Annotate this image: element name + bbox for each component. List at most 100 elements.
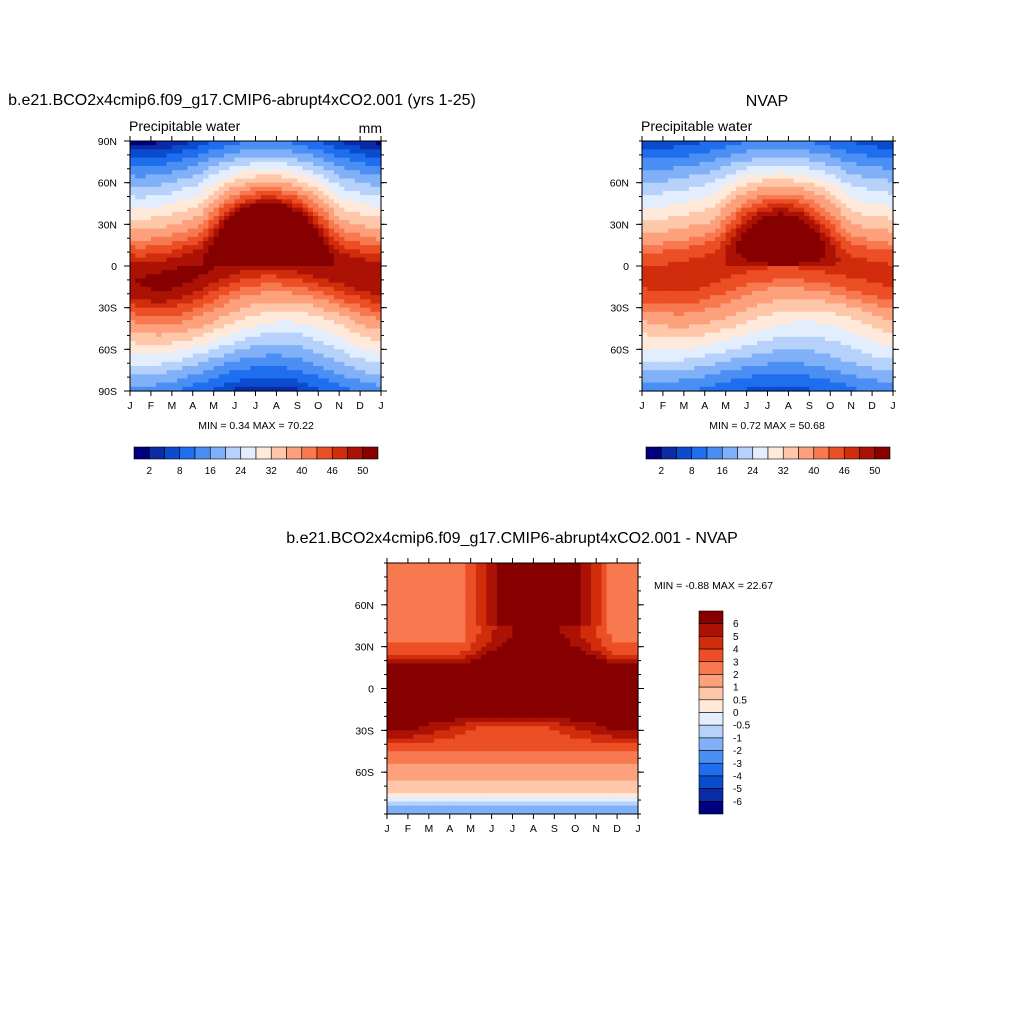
field-cell xyxy=(872,182,878,188)
field-cell xyxy=(302,332,309,338)
field-cell xyxy=(130,361,136,367)
field-cell xyxy=(375,303,382,309)
field-cell xyxy=(704,199,711,205)
field-cell xyxy=(140,203,147,209)
field-cell xyxy=(250,291,257,296)
field-cell xyxy=(709,161,716,167)
field-cell xyxy=(825,278,831,284)
field-cell xyxy=(192,336,199,342)
field-cell xyxy=(344,386,351,392)
field-cell xyxy=(835,274,842,280)
field-cell xyxy=(339,216,345,221)
field-cell xyxy=(281,299,288,305)
field-cell xyxy=(271,299,278,305)
field-cell xyxy=(683,141,690,146)
field-cell xyxy=(882,207,889,213)
field-cell xyxy=(683,303,690,309)
field-cell xyxy=(772,211,779,217)
x-tick-label: M xyxy=(167,400,176,412)
field-cell xyxy=(689,278,695,284)
field-cell xyxy=(699,195,706,200)
field-cell xyxy=(365,366,372,371)
field-cell xyxy=(757,245,763,250)
field-cell xyxy=(323,170,330,175)
field-cell xyxy=(751,299,758,305)
field-cell xyxy=(344,232,351,238)
colorbar-swatch xyxy=(301,446,318,460)
field-cell xyxy=(313,370,319,375)
field-cell xyxy=(145,228,152,234)
field-cell xyxy=(171,141,178,146)
field-cell xyxy=(354,224,361,230)
field-cell xyxy=(793,232,800,238)
field-cell xyxy=(135,199,142,205)
field-cell xyxy=(224,274,230,280)
field-cell xyxy=(203,266,210,271)
field-cell xyxy=(339,274,345,280)
field-cell xyxy=(286,245,293,250)
field-cell xyxy=(673,224,680,230)
field-cell xyxy=(798,166,805,171)
field-cell xyxy=(699,153,706,159)
field-cell xyxy=(830,145,837,150)
field-cell xyxy=(814,224,821,230)
field-cell xyxy=(224,345,230,350)
field-cell xyxy=(825,249,831,255)
field-cell xyxy=(271,199,278,205)
field-cell xyxy=(292,345,298,350)
field-cell xyxy=(192,141,199,146)
field-cell xyxy=(360,236,366,242)
field-cell xyxy=(793,270,800,275)
field-cell xyxy=(156,378,162,384)
panel-nvap-subtitle: Precipitable water xyxy=(641,118,753,134)
field-cell xyxy=(793,191,800,196)
field-cell xyxy=(208,295,215,300)
field-cell xyxy=(197,141,204,146)
field-cell xyxy=(192,253,199,259)
field-cell xyxy=(177,357,183,363)
field-cell xyxy=(344,316,351,321)
field-cell xyxy=(370,203,377,209)
field-cell xyxy=(297,220,304,225)
field-cell xyxy=(297,232,304,238)
field-cell xyxy=(281,228,288,234)
field-cell xyxy=(354,191,361,196)
field-cell xyxy=(224,141,230,146)
field-cell xyxy=(150,316,157,321)
field-cell xyxy=(281,149,288,155)
field-cell xyxy=(788,182,795,188)
field-cell xyxy=(830,153,837,159)
field-cell xyxy=(218,224,225,230)
field-cell xyxy=(814,232,821,238)
field-cell xyxy=(882,178,889,184)
field-cell xyxy=(788,253,795,259)
field-cell xyxy=(751,274,758,280)
field-cell xyxy=(830,170,837,175)
colorbar-swatch xyxy=(331,446,348,460)
field-cell xyxy=(255,270,262,275)
field-cell xyxy=(840,166,847,171)
field-cell xyxy=(866,207,873,213)
field-cell xyxy=(872,166,878,171)
field-cell xyxy=(772,232,779,238)
field-cell xyxy=(156,232,162,238)
field-cell xyxy=(292,145,298,150)
field-cell xyxy=(772,245,779,250)
field-cell xyxy=(166,278,173,284)
field-cell xyxy=(218,378,225,384)
field-cell xyxy=(292,186,298,192)
field-cell xyxy=(699,178,706,184)
field-cell xyxy=(297,245,304,250)
field-cell xyxy=(365,161,372,167)
field-cell xyxy=(255,295,262,300)
field-cell xyxy=(757,182,763,188)
field-cell xyxy=(292,266,298,271)
field-cell xyxy=(156,203,162,209)
field-cell xyxy=(673,253,680,259)
field-cell xyxy=(673,195,680,200)
field-cell xyxy=(375,291,382,296)
field-cell xyxy=(197,353,204,359)
field-cell xyxy=(657,145,664,150)
field-cell xyxy=(260,324,267,330)
field-cell xyxy=(704,295,711,300)
